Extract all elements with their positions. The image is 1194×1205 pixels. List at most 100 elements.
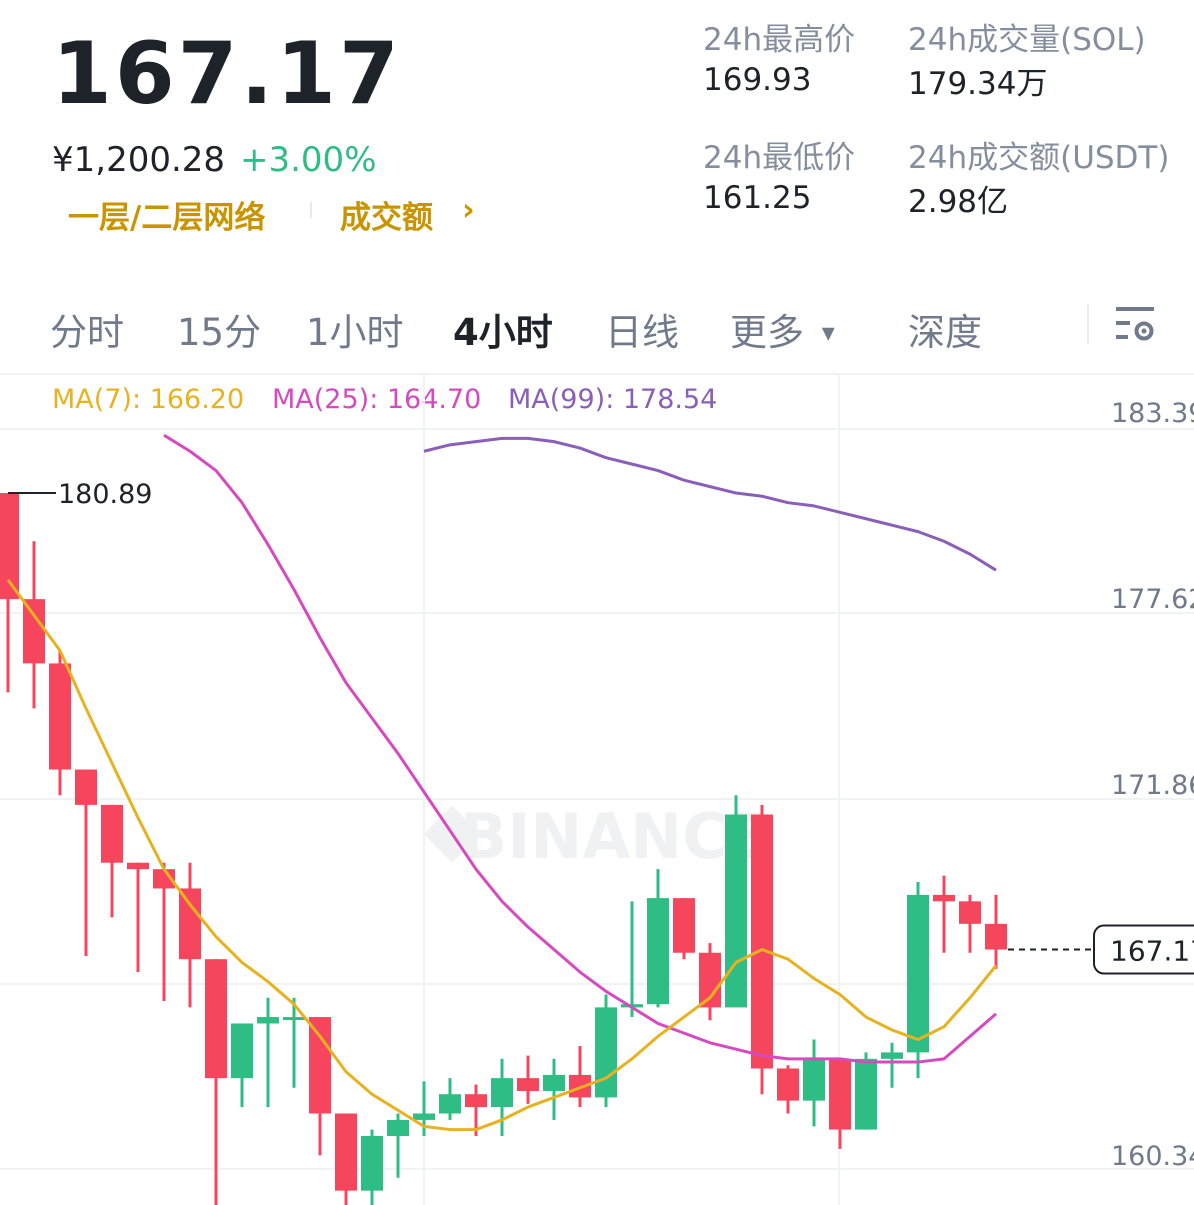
volume-sol-label: 24h成交量(SOL) xyxy=(908,22,1146,58)
candle xyxy=(777,1065,799,1114)
candle-body xyxy=(751,814,773,1069)
candle xyxy=(855,1052,877,1130)
fiat-price: ¥1,200.28 xyxy=(52,140,226,180)
candle-body xyxy=(595,1007,617,1098)
candle-body xyxy=(543,1074,565,1091)
tag-volume[interactable]: 成交额 xyxy=(340,200,433,236)
candle xyxy=(881,1042,903,1088)
price-axis: 183.39 177.62 171.86 160.34 xyxy=(1111,398,1194,1172)
tag-divider xyxy=(310,202,312,218)
candle xyxy=(23,541,45,709)
candle xyxy=(75,769,97,956)
candle xyxy=(699,943,721,1021)
tab-time[interactable]: 分时 xyxy=(50,311,124,354)
candle-body xyxy=(699,952,721,1008)
candle xyxy=(465,1084,487,1136)
candle xyxy=(257,997,279,1108)
candle-body xyxy=(205,959,227,1079)
y-axis-tick: 171.86 xyxy=(1111,770,1194,801)
candle xyxy=(127,862,149,973)
candle xyxy=(439,1078,461,1120)
tab-4h[interactable]: 4小时 xyxy=(453,311,553,354)
candle xyxy=(517,1055,539,1104)
volume-usdt-value: 2.98亿 xyxy=(908,184,1009,220)
ma-lines xyxy=(6,433,998,1132)
y-axis-tick: 160.34 xyxy=(1111,1141,1194,1172)
change-percent: +3.00% xyxy=(240,140,377,180)
last-price: 167.17 xyxy=(52,24,402,124)
candle-body xyxy=(75,769,97,805)
candle-body xyxy=(0,493,19,600)
candle-body xyxy=(569,1074,591,1098)
candle-body xyxy=(985,923,1007,950)
candle xyxy=(153,862,175,1001)
candle-body xyxy=(387,1119,409,1136)
current-price-label: 167.17 xyxy=(1110,935,1194,968)
candle xyxy=(49,650,71,796)
ma7-label: MA(7): 166.20 xyxy=(52,384,244,415)
candle-body xyxy=(413,1113,435,1120)
candle xyxy=(933,875,955,953)
chart-markers: 180.89 167.17 xyxy=(8,479,1194,975)
candle xyxy=(491,1058,513,1136)
candle xyxy=(621,901,643,1018)
candle xyxy=(959,894,981,953)
ma25-text: MA(25): 164.70 xyxy=(272,384,482,415)
tab-15m[interactable]: 15分 xyxy=(177,311,262,354)
candle-body xyxy=(465,1094,487,1108)
candle-body xyxy=(855,1058,877,1130)
candle-body xyxy=(309,1017,331,1114)
candle xyxy=(361,1129,383,1205)
y-axis-tick: 177.62 xyxy=(1111,584,1194,615)
candle xyxy=(543,1058,565,1120)
y-axis-tick: 183.39 xyxy=(1111,398,1194,429)
candle-body xyxy=(829,1058,851,1130)
candle xyxy=(595,994,617,1108)
candle-body xyxy=(673,898,695,953)
tab-depth[interactable]: 深度 xyxy=(908,311,982,354)
candle xyxy=(335,1113,357,1205)
candle xyxy=(829,1058,851,1149)
caret-down-icon: ▾ xyxy=(821,318,835,348)
candle xyxy=(907,882,929,1079)
chevron-right-icon[interactable]: › xyxy=(462,192,475,228)
candle xyxy=(673,898,695,960)
tab-more[interactable]: 更多 ▾ xyxy=(730,302,835,356)
candle-body xyxy=(101,804,123,863)
ma7-line xyxy=(6,578,998,1132)
candle xyxy=(231,1023,253,1108)
current-price-box xyxy=(1093,924,1194,975)
chart-top-border xyxy=(0,373,1194,375)
candle xyxy=(205,959,227,1205)
tab-divider xyxy=(1087,304,1089,344)
candle xyxy=(283,997,305,1088)
tab-1h[interactable]: 1小时 xyxy=(306,311,404,354)
candle xyxy=(387,1113,409,1178)
tab-more-label: 更多 xyxy=(730,311,804,354)
volume-sol-value: 179.34万 xyxy=(908,66,1048,102)
candle-body xyxy=(933,894,955,902)
binance-watermark: BINANCE xyxy=(460,800,770,873)
candle-body xyxy=(49,663,71,770)
candle xyxy=(803,1039,825,1127)
ma25-line xyxy=(163,433,997,1064)
candle xyxy=(725,795,747,1008)
max-price-label: 180.89 xyxy=(58,479,152,510)
tag-network[interactable]: 一层/二层网络 xyxy=(68,200,266,236)
candle-body xyxy=(179,888,201,960)
candle xyxy=(0,493,19,693)
ma99-line xyxy=(423,436,997,572)
ma99-label: MA(99): 178.54 xyxy=(508,384,717,415)
candle-body xyxy=(283,1017,305,1021)
candlestick-chart[interactable]: BINANCE 183.39177.62171.86160.34 180.891… xyxy=(0,375,1194,1205)
tab-1d[interactable]: 日线 xyxy=(605,311,679,354)
candle xyxy=(309,1017,331,1156)
chart-settings-icon[interactable] xyxy=(1114,304,1158,346)
ma7-text: MA(7): 166.20 xyxy=(52,384,245,415)
candle-body xyxy=(335,1113,357,1191)
candle xyxy=(647,869,669,1008)
candle-body xyxy=(491,1078,513,1108)
ma25-label: MA(25): 164.70 xyxy=(272,384,481,415)
candle-body xyxy=(725,814,747,1008)
candle-body xyxy=(127,862,149,870)
